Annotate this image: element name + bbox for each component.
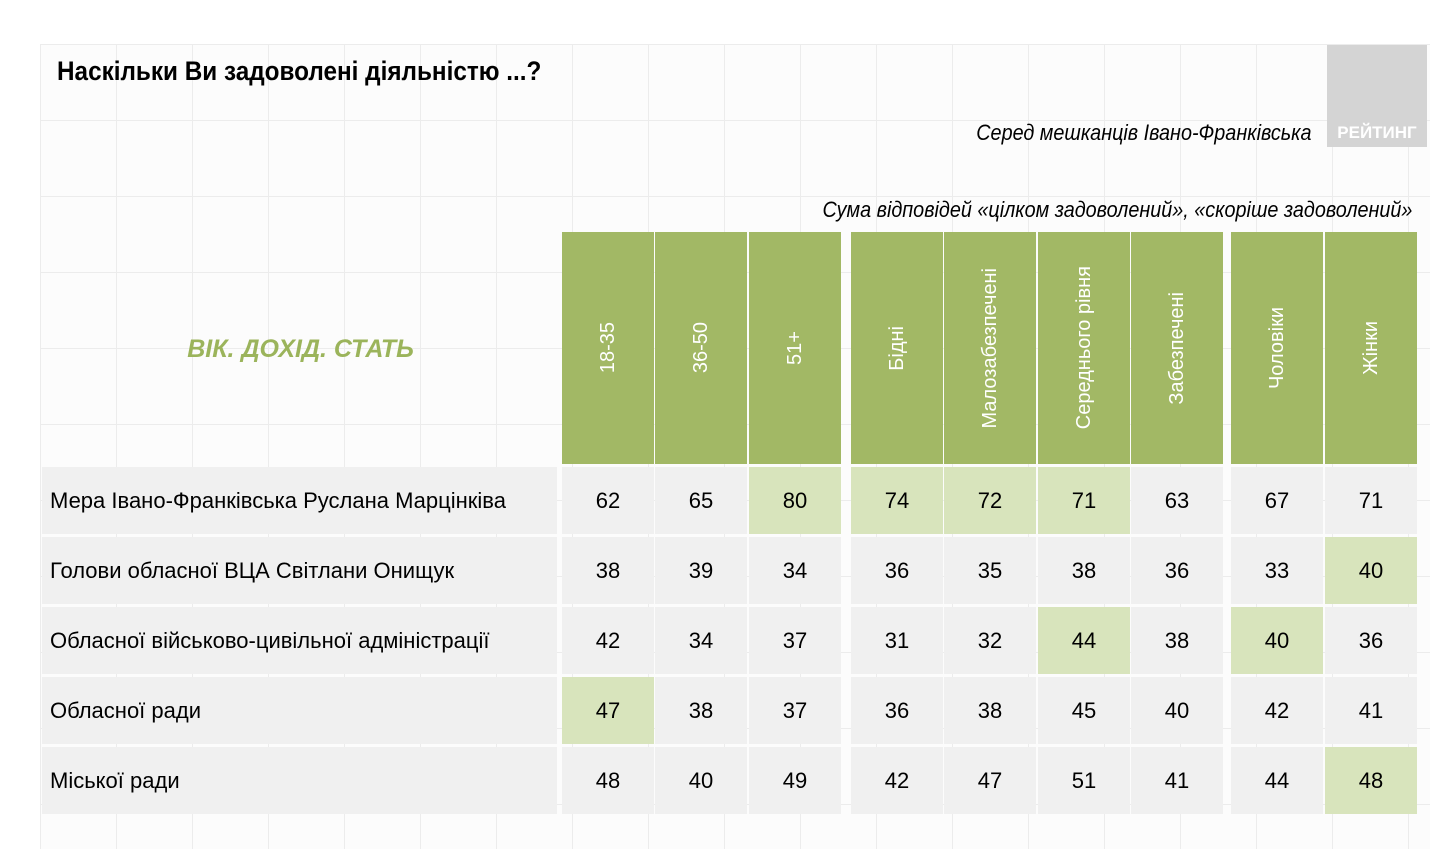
table-cell: 42 — [562, 607, 654, 674]
column-header-label: Малозабезпечені — [978, 267, 1001, 429]
table-cell: 36 — [851, 677, 943, 744]
table-cell: 37 — [749, 677, 841, 744]
row-label: Обласної військово-цивільної адміністрац… — [42, 607, 557, 674]
column-header: 18-35 — [562, 232, 654, 464]
table-cell: 45 — [1038, 677, 1130, 744]
table-cell: 71 — [1325, 467, 1417, 534]
table-cell: 49 — [749, 747, 841, 814]
table-cell: 74 — [851, 467, 943, 534]
table-cell: 38 — [655, 677, 747, 744]
table-cell: 40 — [1231, 607, 1323, 674]
column-header: 51+ — [749, 232, 841, 464]
table-cell: 51 — [1038, 747, 1130, 814]
table-cell: 38 — [944, 677, 1036, 744]
table-cell: 32 — [944, 607, 1036, 674]
table-cell: 44 — [1038, 607, 1130, 674]
column-header: Бідні — [851, 232, 943, 464]
table-cell: 36 — [1131, 537, 1223, 604]
table-cell: 41 — [1325, 677, 1417, 744]
table-cell: 38 — [1131, 607, 1223, 674]
table-cell: 35 — [944, 537, 1036, 604]
column-header: 36-50 — [655, 232, 747, 464]
table-cell: 63 — [1131, 467, 1223, 534]
column-header: Чоловіки — [1231, 232, 1323, 464]
column-header-label: Забезпечені — [1165, 291, 1188, 405]
table-cell: 40 — [1325, 537, 1417, 604]
table-cell: 47 — [944, 747, 1036, 814]
row-label: Мера Івано-Франківська Руслана Марцінків… — [42, 467, 557, 534]
table-cell: 47 — [562, 677, 654, 744]
table-cell: 44 — [1231, 747, 1323, 814]
table-cell: 48 — [562, 747, 654, 814]
table-cell: 65 — [655, 467, 747, 534]
note: Сума відповідей «цілком задоволений», «с… — [822, 197, 1412, 222]
table-cell: 42 — [1231, 677, 1323, 744]
table-cell: 42 — [851, 747, 943, 814]
table-cell: 38 — [1038, 537, 1130, 604]
group-label: ВІК. ДОХІД. СТАТЬ — [187, 335, 414, 363]
page-title: Наскільки Ви задоволені діяльністю ...? — [57, 56, 542, 86]
table-cell: 67 — [1231, 467, 1323, 534]
table-cell: 72 — [944, 467, 1036, 534]
column-header-label: 51+ — [783, 331, 806, 365]
table-cell: 33 — [1231, 537, 1323, 604]
column-header: Забезпечені — [1131, 232, 1223, 464]
column-header-label: 18-35 — [596, 322, 619, 374]
table-cell: 34 — [749, 537, 841, 604]
table-cell: 36 — [1325, 607, 1417, 674]
table-cell: 36 — [851, 537, 943, 604]
row-label: Міської ради — [42, 747, 557, 814]
column-header: Жінки — [1325, 232, 1417, 464]
column-header-label: Чоловіки — [1265, 306, 1288, 390]
column-header: Малозабезпечені — [944, 232, 1036, 464]
table-cell: 71 — [1038, 467, 1130, 534]
table-cell: 80 — [749, 467, 841, 534]
table-cell: 39 — [655, 537, 747, 604]
table-cell: 48 — [1325, 747, 1417, 814]
row-label: Голови обласної ВЦА Світлани Онищук — [42, 537, 557, 604]
column-header-label: 36-50 — [689, 322, 712, 374]
table-cell: 38 — [562, 537, 654, 604]
table-cell: 40 — [1131, 677, 1223, 744]
row-label: Обласної ради — [42, 677, 557, 744]
table-cell: 41 — [1131, 747, 1223, 814]
table-cell: 37 — [749, 607, 841, 674]
logo-text: РЕЙТИНГ — [1337, 123, 1417, 142]
subtitle: Серед мешканців Івано-Франківська — [976, 120, 1312, 145]
column-header: Середнього рівня — [1038, 232, 1130, 464]
column-header-label: Середнього рівня — [1072, 266, 1095, 430]
table-cell: 40 — [655, 747, 747, 814]
table-cell: 34 — [655, 607, 747, 674]
table-cell: 31 — [851, 607, 943, 674]
column-header-label: Бідні — [885, 325, 908, 371]
column-header-label: Жінки — [1359, 321, 1382, 375]
logo: РЕЙТИНГ — [1327, 45, 1427, 147]
table-cell: 62 — [562, 467, 654, 534]
